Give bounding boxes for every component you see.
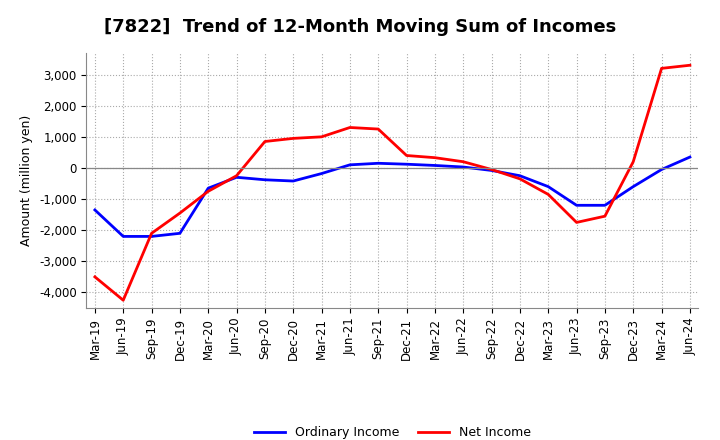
- Ordinary Income: [176, 231, 184, 236]
- Ordinary Income: [148, 234, 156, 239]
- Net Income: [544, 192, 552, 197]
- Net Income: [402, 153, 411, 158]
- Net Income: [289, 136, 297, 141]
- Legend: Ordinary Income, Net Income: Ordinary Income, Net Income: [248, 422, 536, 440]
- Net Income: [685, 62, 694, 68]
- Ordinary Income: [91, 207, 99, 213]
- Net Income: [176, 210, 184, 216]
- Line: Ordinary Income: Ordinary Income: [95, 157, 690, 236]
- Net Income: [431, 155, 439, 160]
- Net Income: [204, 189, 212, 194]
- Ordinary Income: [318, 171, 326, 176]
- Net Income: [91, 274, 99, 279]
- Ordinary Income: [261, 177, 269, 183]
- Y-axis label: Amount (million yen): Amount (million yen): [20, 115, 33, 246]
- Net Income: [233, 173, 241, 178]
- Ordinary Income: [289, 178, 297, 183]
- Ordinary Income: [119, 234, 127, 239]
- Ordinary Income: [233, 175, 241, 180]
- Ordinary Income: [487, 168, 496, 173]
- Net Income: [516, 176, 524, 181]
- Net Income: [629, 159, 637, 165]
- Ordinary Income: [402, 161, 411, 167]
- Ordinary Income: [629, 184, 637, 189]
- Ordinary Income: [600, 203, 609, 208]
- Ordinary Income: [431, 163, 439, 168]
- Text: [7822]  Trend of 12-Month Moving Sum of Incomes: [7822] Trend of 12-Month Moving Sum of I…: [104, 18, 616, 36]
- Ordinary Income: [204, 186, 212, 191]
- Net Income: [119, 297, 127, 303]
- Ordinary Income: [459, 165, 467, 170]
- Ordinary Income: [657, 167, 666, 172]
- Net Income: [148, 231, 156, 236]
- Net Income: [487, 167, 496, 172]
- Ordinary Income: [685, 154, 694, 160]
- Net Income: [374, 126, 382, 132]
- Net Income: [657, 66, 666, 71]
- Net Income: [346, 125, 354, 130]
- Ordinary Income: [544, 184, 552, 189]
- Ordinary Income: [374, 161, 382, 166]
- Net Income: [600, 213, 609, 219]
- Ordinary Income: [346, 162, 354, 168]
- Line: Net Income: Net Income: [95, 65, 690, 300]
- Ordinary Income: [516, 173, 524, 178]
- Net Income: [318, 134, 326, 139]
- Ordinary Income: [572, 203, 581, 208]
- Net Income: [261, 139, 269, 144]
- Net Income: [572, 220, 581, 225]
- Net Income: [459, 159, 467, 165]
